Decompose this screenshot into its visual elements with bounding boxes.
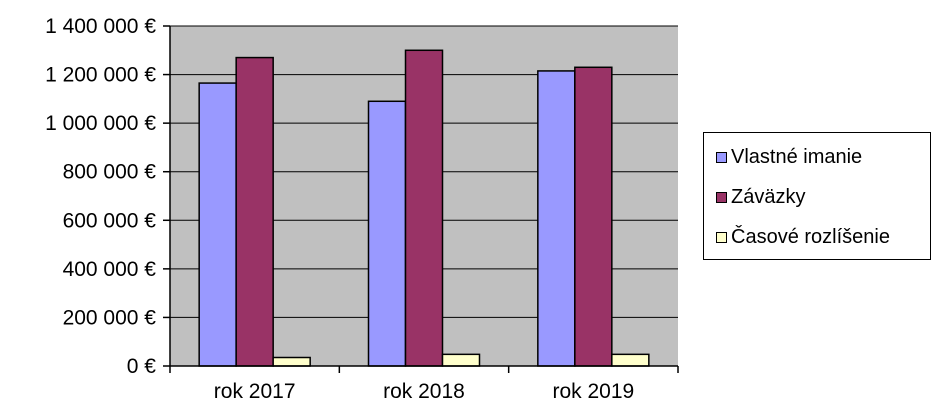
legend-swatch [716, 151, 727, 163]
axes [169, 26, 679, 373]
legend-label: Vlastné imanie [731, 145, 863, 168]
bar [235, 56, 274, 367]
bar [441, 353, 481, 367]
bar [574, 66, 613, 367]
x-tick-label: rok 2019 [552, 380, 634, 403]
legend-swatch [716, 191, 727, 203]
y-tick-label: 600 000 € [63, 209, 157, 232]
bar [367, 100, 407, 367]
y-tick-label: 0 € [127, 355, 157, 378]
x-tick-label: rok 2018 [383, 380, 465, 403]
legend-item-casove-rozlisenie: Časové rozlíšenie [716, 225, 890, 249]
x-tick-label: rok 2017 [214, 380, 296, 403]
legend-item-zavazky: Záväzky [716, 185, 805, 209]
y-tick-label: 1 200 000 € [45, 64, 156, 87]
bars [198, 49, 650, 367]
y-tick-labels: 0 € 200 000 € 400 000 € 600 000 € 800 000 € 1… [45, 15, 156, 378]
bar [198, 82, 237, 367]
bar [537, 70, 576, 367]
legend-label: Záväzky [731, 185, 806, 208]
legend-label: Časové rozlíšenie [731, 225, 890, 248]
y-tick-label: 1 000 000 € [45, 112, 156, 135]
legend: Vlastné imanie Záväzky Časové rozlíšenie [703, 132, 931, 260]
bar [404, 49, 444, 367]
legend-item-vlastne-imanie: Vlastné imanie [716, 145, 862, 169]
legend-swatch [716, 231, 727, 243]
bar [611, 353, 650, 367]
bar [272, 356, 311, 367]
y-tick-label: 400 000 € [63, 258, 157, 281]
y-tick-label: 800 000 € [63, 161, 157, 184]
y-tick-label: 200 000 € [63, 306, 157, 329]
x-tick-labels: rok 2017 rok 2018 rok 2019 [214, 380, 634, 403]
y-tick-label: 1 400 000 € [45, 15, 156, 38]
